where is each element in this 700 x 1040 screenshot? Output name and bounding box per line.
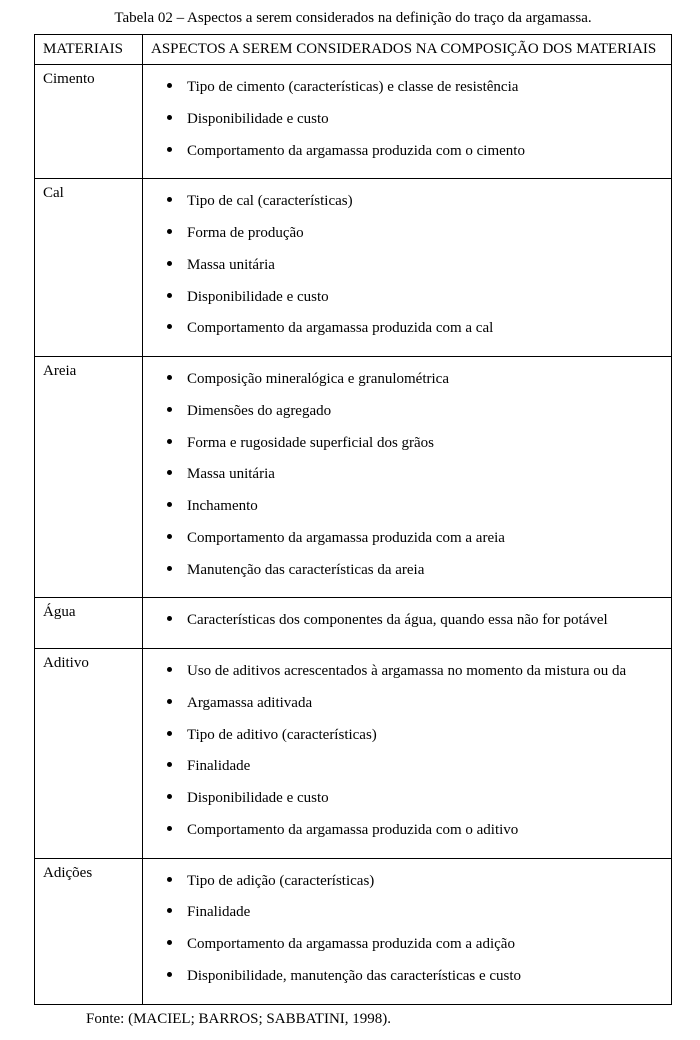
list-item: Tipo de cimento (características) e clas… — [173, 74, 663, 106]
list-item: Dimensões do agregado — [173, 398, 663, 430]
list-item: Forma e rugosidade superficial dos grãos — [173, 430, 663, 462]
list-item: Comportamento da argamassa produzida com… — [173, 138, 663, 170]
table-source: Fonte: (MACIEL; BARROS; SABBATINI, 1998)… — [86, 1011, 672, 1028]
list-item: Disponibilidade, manutenção das caracter… — [173, 963, 663, 995]
table-body: Cimento Tipo de cimento (características)… — [35, 65, 672, 1005]
list-item: Comportamento da argamassa produzida com… — [173, 931, 663, 963]
list-item: Composição mineralógica e granulométrica — [173, 366, 663, 398]
list-item: Argamassa aditivada — [173, 690, 663, 722]
aspects-list: Tipo de adição (características)Finalida… — [151, 868, 663, 995]
list-item: Inchamento — [173, 493, 663, 525]
table-row: AdiçõesTipo de adição (características)F… — [35, 858, 672, 1004]
table-row: Cimento Tipo de cimento (características)… — [35, 65, 672, 179]
list-item: Disponibilidade e custo — [173, 284, 663, 316]
aspects-list: Tipo de cal (características)Forma de pr… — [151, 188, 663, 347]
material-cell: Cal — [35, 179, 143, 357]
material-cell: Água — [35, 598, 143, 649]
list-item: Comportamento da argamassa produzida com… — [173, 817, 663, 849]
list-item: Disponibilidade e custo — [173, 785, 663, 817]
aspects-list: Uso de aditivos acrescentados à argamass… — [151, 658, 663, 849]
aspects-cell: Características dos componentes da água,… — [143, 598, 672, 649]
table-caption: Tabela 02 – Aspectos a serem considerado… — [34, 10, 672, 27]
table-row: Aditivo Uso de aditivos acrescentados à a… — [35, 649, 672, 859]
list-item: Características dos componentes da água,… — [173, 607, 663, 639]
material-cell: Adições — [35, 858, 143, 1004]
list-item: Tipo de cal (características) — [173, 188, 663, 220]
table-row: CalTipo de cal (características)Forma de… — [35, 179, 672, 357]
page-container: Tabela 02 – Aspectos a serem considerado… — [0, 0, 700, 1040]
list-item: Comportamento da argamassa produzida com… — [173, 525, 663, 557]
list-item: Manutenção das características da areia — [173, 557, 663, 589]
aspects-cell: Composição mineralógica e granulométrica… — [143, 357, 672, 598]
aspects-list: Características dos componentes da água,… — [151, 607, 663, 639]
list-item: Comportamento da argamassa produzida com… — [173, 315, 663, 347]
list-item: Massa unitária — [173, 252, 663, 284]
list-item: Massa unitária — [173, 461, 663, 493]
list-item: Forma de produção — [173, 220, 663, 252]
list-item: Uso de aditivos acrescentados à argamass… — [173, 658, 663, 690]
header-materials: MATERIAIS — [35, 35, 143, 65]
aspects-cell: Tipo de adição (características)Finalida… — [143, 858, 672, 1004]
table-row: Água Características dos componentes da á… — [35, 598, 672, 649]
aspects-list: Tipo de cimento (características) e clas… — [151, 74, 663, 169]
list-item: Tipo de aditivo (características) — [173, 722, 663, 754]
aspects-table: MATERIAIS ASPECTOS A SEREM CONSIDERADOS … — [34, 34, 672, 1005]
material-cell: Cimento — [35, 65, 143, 179]
table-header-row: MATERIAIS ASPECTOS A SEREM CONSIDERADOS … — [35, 35, 672, 65]
header-aspects: ASPECTOS A SEREM CONSIDERADOS NA COMPOSI… — [143, 35, 672, 65]
list-item: Disponibilidade e custo — [173, 106, 663, 138]
material-cell: Aditivo — [35, 649, 143, 859]
list-item: Finalidade — [173, 899, 663, 931]
table-row: AreiaComposição mineralógica e granulomé… — [35, 357, 672, 598]
aspects-cell: Tipo de cimento (características) e clas… — [143, 65, 672, 179]
material-cell: Areia — [35, 357, 143, 598]
list-item: Tipo de adição (características) — [173, 868, 663, 900]
list-item: Finalidade — [173, 753, 663, 785]
aspects-list: Composição mineralógica e granulométrica… — [151, 366, 663, 588]
aspects-cell: Tipo de cal (características)Forma de pr… — [143, 179, 672, 357]
aspects-cell: Uso de aditivos acrescentados à argamass… — [143, 649, 672, 859]
